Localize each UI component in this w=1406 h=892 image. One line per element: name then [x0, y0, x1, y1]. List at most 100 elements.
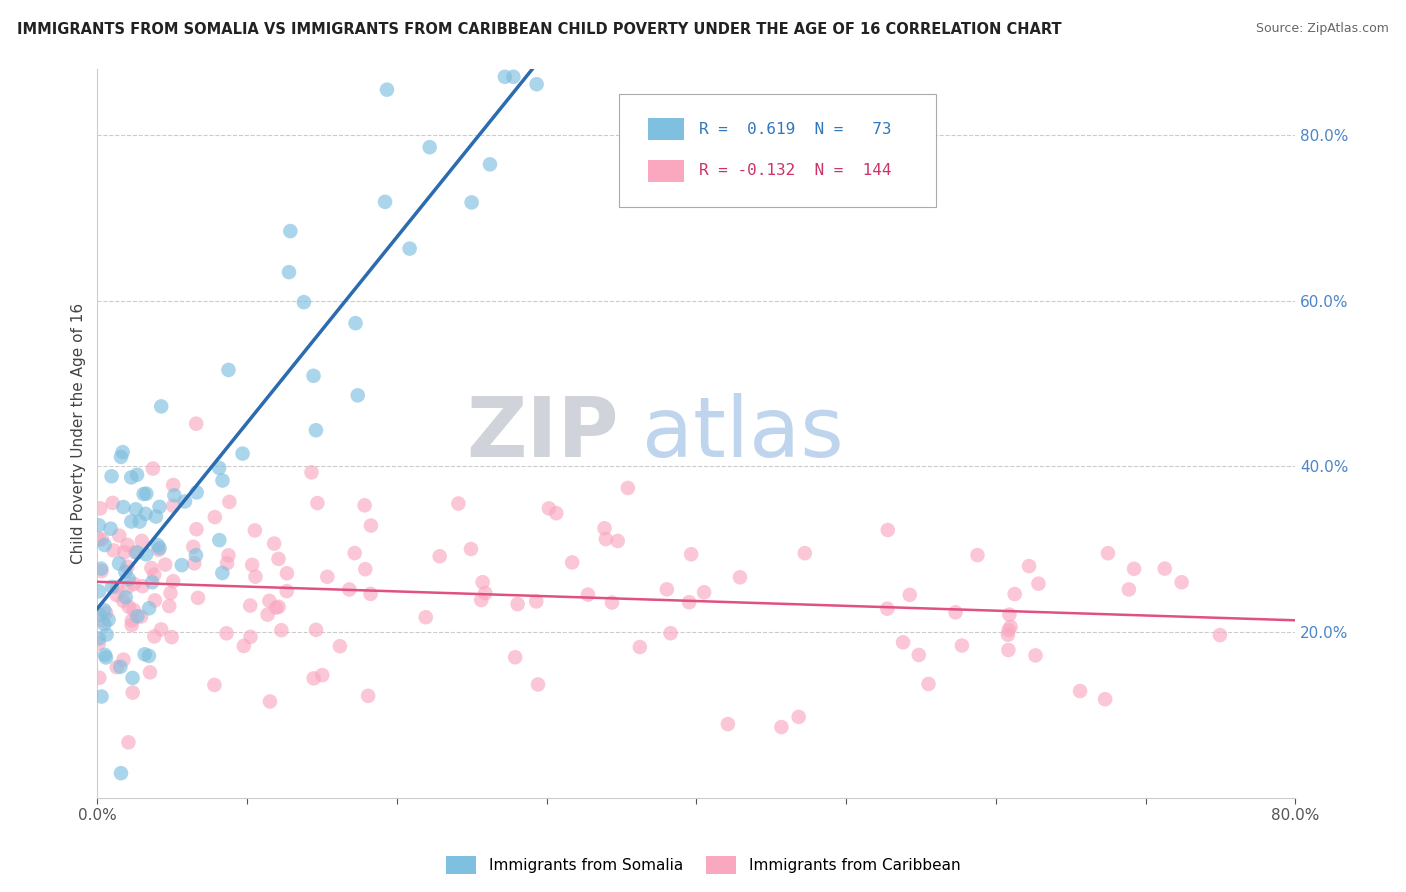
Point: [89, 671, 111, 685]
Point: [276, 584, 298, 599]
Point: [217, 549, 239, 563]
Point: [105, 660, 128, 674]
Point: [898, 588, 921, 602]
Text: R =  0.619  N =   73: R = 0.619 N = 73: [699, 121, 891, 136]
Point: [329, 639, 352, 653]
Point: [305, 423, 328, 437]
Point: [117, 559, 139, 574]
Point: [239, 630, 262, 644]
Point: [150, 623, 173, 637]
Point: [770, 720, 793, 734]
Point: [267, 552, 290, 566]
Point: [90, 564, 112, 578]
Point: [346, 388, 368, 402]
Point: [108, 557, 131, 571]
Point: [470, 593, 492, 607]
Point: [97, 613, 120, 627]
Point: [429, 549, 451, 564]
Point: [186, 417, 208, 431]
FancyBboxPatch shape: [619, 94, 936, 207]
Point: [211, 566, 233, 580]
Point: [307, 496, 329, 510]
Point: [245, 569, 267, 583]
Point: [183, 557, 205, 571]
Point: [264, 600, 287, 615]
Point: [110, 450, 132, 464]
Point: [112, 653, 135, 667]
Point: [204, 678, 226, 692]
Point: [87, 518, 110, 533]
Point: [148, 500, 170, 514]
Point: [617, 481, 640, 495]
Point: [96, 627, 118, 641]
Point: [360, 518, 382, 533]
Point: [87, 632, 110, 646]
Point: [966, 548, 988, 562]
Point: [917, 677, 939, 691]
Point: [343, 546, 366, 560]
Point: [576, 588, 599, 602]
Point: [139, 665, 162, 680]
Point: [478, 157, 501, 171]
Point: [162, 478, 184, 492]
Point: [89, 501, 111, 516]
Point: [208, 533, 231, 548]
Point: [146, 538, 169, 552]
Point: [717, 717, 740, 731]
Point: [125, 546, 148, 560]
Text: atlas: atlas: [643, 392, 844, 474]
Point: [354, 562, 377, 576]
Point: [114, 591, 136, 605]
Point: [143, 567, 166, 582]
Point: [267, 599, 290, 614]
Point: [134, 648, 156, 662]
Point: [278, 265, 301, 279]
Point: [143, 629, 166, 643]
Point: [876, 523, 898, 537]
Text: ZIP: ZIP: [465, 392, 619, 474]
Point: [907, 648, 929, 662]
Point: [259, 694, 281, 708]
Point: [87, 636, 110, 650]
Point: [163, 488, 186, 502]
Point: [546, 506, 568, 520]
Point: [302, 368, 325, 383]
Point: [524, 594, 547, 608]
Point: [105, 588, 128, 602]
Point: [1069, 684, 1091, 698]
Point: [655, 582, 678, 597]
Point: [526, 77, 548, 91]
Point: [93, 603, 115, 617]
Point: [89, 607, 111, 622]
Point: [122, 603, 145, 617]
Point: [155, 558, 177, 572]
Point: [134, 507, 156, 521]
Point: [87, 584, 110, 599]
Point: [1153, 561, 1175, 575]
Point: [90, 561, 112, 575]
Point: [94, 606, 117, 620]
Point: [256, 607, 278, 622]
Point: [124, 545, 146, 559]
Point: [120, 515, 142, 529]
Point: [502, 70, 524, 84]
Point: [112, 594, 135, 608]
Point: [117, 538, 139, 552]
Point: [398, 242, 420, 256]
Bar: [648, 118, 685, 140]
Point: [121, 618, 143, 632]
Point: [150, 400, 173, 414]
Point: [135, 547, 157, 561]
Point: [160, 630, 183, 644]
Point: [232, 446, 254, 460]
Point: [103, 543, 125, 558]
Point: [148, 541, 170, 555]
Point: [1209, 628, 1232, 642]
Point: [305, 623, 328, 637]
Point: [121, 614, 143, 628]
Point: [239, 599, 262, 613]
Point: [503, 650, 526, 665]
Point: [129, 609, 152, 624]
Point: [142, 461, 165, 475]
Point: [120, 470, 142, 484]
